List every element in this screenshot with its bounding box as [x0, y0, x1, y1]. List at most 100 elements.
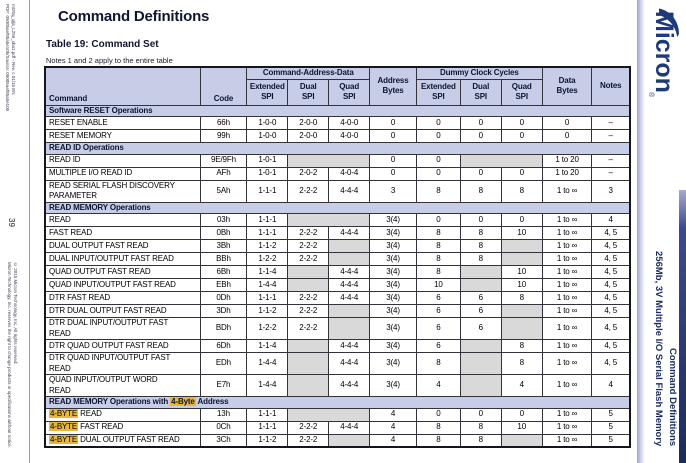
- code-cell: BBh: [199, 252, 248, 266]
- value-cell: 3(4): [369, 213, 417, 227]
- value-cell: 4-4-4: [328, 374, 371, 397]
- value-cell: 0: [415, 213, 461, 227]
- microtext-line: Micron Technology, Inc. reserves the rig…: [7, 262, 12, 448]
- code-cell: 0Ch: [199, 420, 248, 435]
- value-cell: 8: [459, 420, 502, 435]
- value-cell: 2-2-2: [287, 179, 330, 203]
- value-cell: 4, 5: [591, 265, 631, 279]
- value-cell: 1-1-1: [246, 407, 289, 422]
- value-cell: 8: [500, 352, 543, 375]
- value-cell: 0: [541, 116, 593, 130]
- command-cell: QUAD INPUT/OUTPUT FAST READ: [44, 278, 201, 292]
- value-cell: 4: [369, 433, 417, 448]
- value-cell: 4, 5: [591, 291, 631, 305]
- value-cell: 3: [369, 179, 417, 203]
- value-cell: 0: [500, 213, 543, 227]
- value-cell: 0: [369, 116, 417, 130]
- value-cell: 1 to ∞: [541, 339, 593, 353]
- value-cell: 6: [459, 317, 502, 340]
- command-cell: DUAL OUTPUT FAST READ: [44, 239, 201, 253]
- command-cell: QUAD OUTPUT FAST READ: [44, 265, 201, 279]
- table-row: READ 03h 1-1-1 3(4) 0 0 0 1 to ∞ 4: [44, 213, 631, 227]
- value-cell: 0: [500, 166, 543, 181]
- command-cell: FAST READ: [44, 226, 201, 240]
- code-cell: 6Bh: [199, 265, 248, 279]
- code-cell: BDh: [199, 317, 248, 340]
- command-cell: READ: [44, 213, 201, 227]
- command-cell: QUAD INPUT/OUTPUT WORD READ: [44, 374, 201, 397]
- value-cell: 1-1-1: [246, 291, 289, 305]
- value-cell: 2-2-2: [287, 433, 330, 448]
- value-cell: 1-1-1: [246, 420, 289, 435]
- not-applicable-cell: [500, 317, 543, 340]
- value-cell: 4-4-4: [328, 265, 371, 279]
- code-cell: 03h: [199, 213, 248, 227]
- highlighted-text: 4-Byte: [170, 397, 196, 406]
- value-cell: 10: [500, 278, 543, 292]
- not-applicable-cell: [328, 317, 371, 340]
- value-cell: 8: [415, 265, 461, 279]
- value-cell: 8: [500, 339, 543, 353]
- value-cell: 2-2-2: [287, 239, 330, 253]
- table-row: READ ID 9E/9Fh 1-0-1 0 0 1 to 20–: [44, 153, 631, 168]
- value-cell: 3(4): [369, 374, 417, 397]
- table-row: DTR DUAL INPUT/OUTPUT FAST READ BDh 1-2-2 2-…: [44, 317, 631, 340]
- value-cell: 1-1-1: [246, 179, 289, 203]
- code-cell: 3Dh: [199, 304, 248, 318]
- value-cell: 3(4): [369, 252, 417, 266]
- value-cell: 4: [591, 213, 631, 227]
- value-cell: 4, 5: [591, 317, 631, 340]
- value-cell: 1 to ∞: [541, 179, 593, 203]
- value-cell: 1-0-0: [246, 116, 289, 130]
- code-cell: EDh: [199, 352, 248, 375]
- code-cell: 66h: [199, 116, 248, 130]
- microtext-line: mt25q_qljs_L256_xba1.pdf - Rev. c 01/15 …: [11, 4, 16, 95]
- column-header: Address Bytes: [369, 66, 417, 106]
- table-row: DUAL INPUT/OUTPUT FAST READ BBh 1-2-2 2-2-2…: [44, 252, 631, 266]
- value-cell: 8: [415, 252, 461, 266]
- value-cell: 4-0-4: [328, 166, 371, 181]
- value-cell: 4-4-4: [328, 420, 371, 435]
- value-cell: 6: [459, 291, 502, 305]
- value-cell: 2-2-2: [287, 420, 330, 435]
- value-cell: 4: [415, 374, 461, 397]
- command-cell: DTR DUAL INPUT/OUTPUT FAST READ: [44, 317, 201, 340]
- value-cell: 5: [591, 407, 631, 422]
- value-cell: 3(4): [369, 352, 417, 375]
- product-title-line: 256Mb, 3V Multiple I/O Serial Flash Memo…: [653, 250, 664, 446]
- not-applicable-cell: [287, 265, 330, 279]
- value-cell: 8: [415, 433, 461, 448]
- not-applicable-cell: [459, 265, 502, 279]
- table-row: DTR QUAD OUTPUT FAST READ 6Dh 1-1-4 4-4-4 3(…: [44, 339, 631, 353]
- product-title-line: Command Definitions: [667, 347, 678, 446]
- column-subheader: Quad SPI: [328, 78, 371, 106]
- code-cell: 3Bh: [199, 239, 248, 253]
- table-caption: Table 19: Command Set: [46, 39, 159, 50]
- value-cell: 1 to ∞: [541, 304, 593, 318]
- column-header: Dummy Clock Cycles: [415, 66, 543, 80]
- value-cell: 4-0-0: [328, 116, 371, 130]
- table-row: DTR DUAL OUTPUT FAST READ 3Dh 1-1-2 2-2-2 3(…: [44, 304, 631, 318]
- value-cell: 0: [500, 116, 543, 130]
- value-cell: 1 to ∞: [541, 278, 593, 292]
- not-applicable-cell: [459, 278, 502, 292]
- command-cell: 4-BYTE READ: [44, 407, 201, 422]
- value-cell: 4-4-4: [328, 352, 371, 375]
- value-cell: –: [591, 116, 631, 130]
- column-subheader: Dual SPI: [287, 78, 330, 106]
- value-cell: 3: [591, 179, 631, 203]
- value-cell: 1-1-1: [246, 226, 289, 240]
- value-cell: 10: [500, 226, 543, 240]
- value-cell: 1-1-4: [246, 265, 289, 279]
- value-cell: 0: [415, 407, 461, 422]
- value-cell: 8: [459, 252, 502, 266]
- value-cell: –: [591, 153, 631, 168]
- value-cell: 4, 5: [591, 352, 631, 375]
- logo-registered-mark: ®: [647, 92, 655, 98]
- column-subheader: Extended SPI: [415, 78, 461, 106]
- value-cell: 4-4-4: [328, 179, 371, 203]
- value-cell: 1-0-1: [246, 153, 289, 168]
- command-cell: DTR DUAL OUTPUT FAST READ: [44, 304, 201, 318]
- value-cell: 1 to 20: [541, 166, 593, 181]
